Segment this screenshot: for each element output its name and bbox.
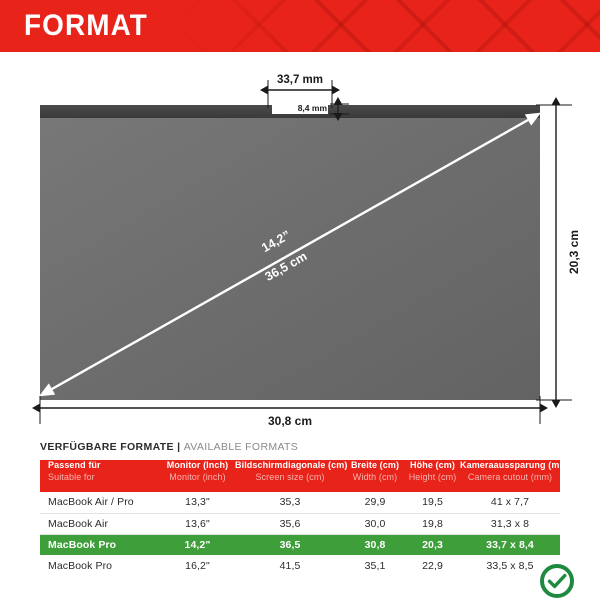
cell-model: MacBook Pro [48,538,117,551]
column-header-screen-size: Bildschirmdiagonale (cm) Screen size (cm… [235,460,348,492]
width-dimension [32,396,548,424]
cell-camera-cutout: 33,5 x 8,5 [486,559,534,572]
column-header-camera-cutout-en: Camera cutout (mm) [467,471,553,482]
screen-rectangle [40,105,540,400]
table-header: Passend für Suitable for Monitor (Inch) … [40,460,571,492]
column-header-width-en: Width (cm) [352,471,398,482]
column-header-model-en: Suitable for [48,471,95,482]
cell-height: 19,5 [405,492,460,514]
diagonal-arrow [38,112,542,397]
cell-width: 30,8 [364,538,386,551]
cell-screen-size: 41,5 [279,559,301,572]
notch-depth-label: 8,4 mm [298,103,328,113]
cell-model: MacBook Pro [48,559,113,572]
cell-width: 29,9 [345,492,405,514]
notch-width-dimension [260,80,340,108]
formats-subtitle-separator: | [173,441,184,453]
cell-height: 22,9 [422,559,443,572]
formats-table-section: VERFÜGBARE FORMATE | AVAILABLE FORMATS P… [0,432,600,600]
selected-format-check-badge [540,564,574,598]
table-row-highlighted: MacBook Pro 14,2" 36,5 30,8 20,3 33,7 x … [40,534,560,555]
cell-model: MacBook Air / Pro [40,492,160,514]
cell-camera-cutout: 33,7 x 8,4 [486,538,534,551]
column-header-width: Breite (cm) Width (cm) [345,460,405,492]
cell-width: 35,1 [364,559,386,572]
table-body: MacBook Air / Pro 13,3" 35,3 29,9 19,5 4… [40,492,560,576]
cell-monitor-inch: 13,6" [160,513,235,535]
table-row: MacBook Air / Pro 13,3" 35,3 29,9 19,5 4… [40,492,560,514]
height-dimension [536,97,572,408]
notch-width-label: 33,7 mm [277,74,323,86]
cell-width: 30,0 [345,513,405,535]
cell-monitor-inch: 14,2" [184,538,211,551]
table-row: MacBook Air 13,6" 35,6 30,0 19,8 31,3 x … [40,513,560,535]
column-header-height-de: Höhe (cm) [410,460,455,470]
cell-height: 20,3 [422,538,443,551]
column-header-monitor-inch-en: Monitor (inch) [169,471,226,482]
check-circle-icon [540,564,574,598]
cell-camera-cutout: 41 x 7,7 [460,492,560,514]
column-header-height-en: Height (cm) [408,471,457,482]
cell-camera-cutout: 31,3 x 8 [460,513,560,535]
column-header-screen-size-en: Screen size (cm) [255,471,325,482]
formats-subtitle: VERFÜGBARE FORMATE | AVAILABLE FORMATS [40,441,298,453]
column-header-camera-cutout-de: Kameraaussparung (mm) [460,460,571,470]
table-header-row: Passend für Suitable for Monitor (Inch) … [40,460,571,492]
format-diagram: 33,7 mm 8,4 mm 14,2” 36,5 cm 20,3 cm 30,… [0,52,600,432]
column-header-height: Höhe (cm) Height (cm) [405,460,460,492]
formats-subtitle-en: AVAILABLE FORMATS [183,441,299,453]
cell-screen-size: 35,6 [235,513,345,535]
column-header-model-de: Passend für [48,460,101,470]
cell-screen-size: 36,5 [279,538,301,551]
width-label: 30,8 cm [268,414,312,428]
camera-notch-cutout [272,105,328,114]
height-label: 20,3 cm [567,230,581,274]
column-header-camera-cutout: Kameraaussparung (mm) Camera cutout (mm) [460,460,571,492]
cell-monitor-inch: 13,3" [160,492,235,514]
cell-height: 19,8 [405,513,460,535]
column-header-width-de: Breite (cm) [350,460,400,470]
column-header-monitor-inch: Monitor (Inch) Monitor (inch) [160,460,235,492]
cell-screen-size: 35,3 [235,492,345,514]
cell-model: MacBook Air [40,513,160,535]
column-header-model: Passend für Suitable for [40,460,160,492]
page-header-banner: FORMAT [0,0,600,52]
cell-monitor-inch: 16,2" [185,559,210,572]
page-title: FORMAT [24,9,148,42]
formats-subtitle-de: VERFÜGBARE FORMATE [40,441,174,453]
column-header-monitor-inch-de: Monitor (Inch) [166,460,229,470]
table-row: MacBook Pro 16,2" 41,5 35,1 22,9 33,5 x … [40,555,560,576]
formats-table: Passend für Suitable for Monitor (Inch) … [40,460,571,576]
banner-gradient-overlay [0,0,330,52]
column-header-screen-size-de: Bildschirmdiagonale (cm) [235,460,348,470]
